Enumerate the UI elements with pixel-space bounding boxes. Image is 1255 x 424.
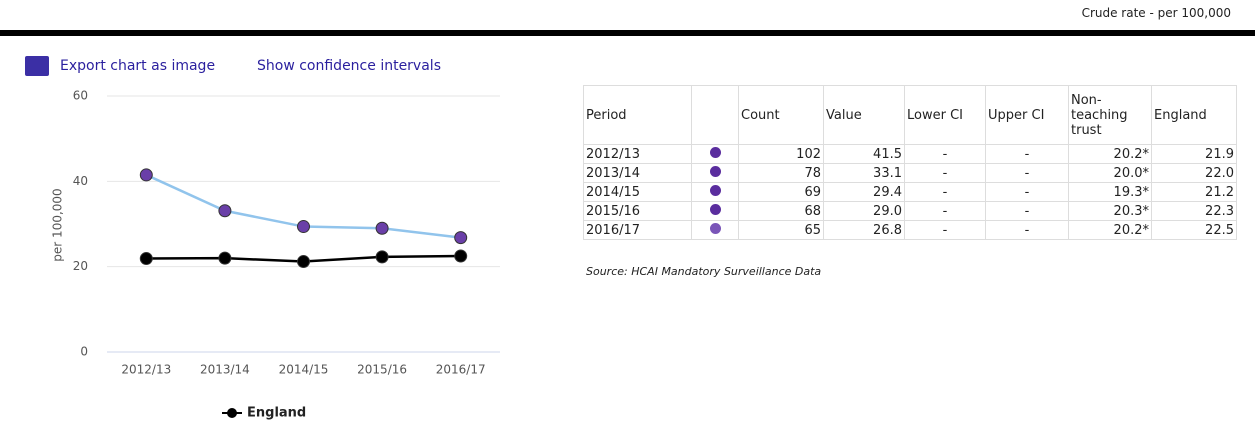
column-header: Period <box>583 85 692 145</box>
x-tick-label: 2015/16 <box>357 363 407 377</box>
data-point <box>218 251 232 265</box>
ci-link[interactable]: Show confidence intervals <box>257 58 441 74</box>
table-cell: 2012/13 <box>583 144 692 164</box>
table-cell: - <box>985 144 1069 164</box>
chart: 0 20 40 60 per 100,000 2012/13 2013/14 2014/15 2… <box>51 89 500 421</box>
legend-label: England <box>247 406 306 421</box>
table-cell: 2015/16 <box>583 201 692 221</box>
source: Source: HCAI Mandatory Surveillance Data <box>586 265 822 278</box>
table-row: 2013/14 78 33.1- -20.0* 22.0 <box>583 163 1237 183</box>
table-cell: 20.2* <box>1068 220 1152 240</box>
x-tick-label: 2014/15 <box>279 363 329 377</box>
y-tick-label: 0 <box>80 345 88 359</box>
data-point <box>218 204 232 218</box>
data-point <box>375 250 389 264</box>
table-cell: 19.3* <box>1068 182 1152 202</box>
marker-cell <box>691 201 739 221</box>
table-cell: 2014/15 <box>583 182 692 202</box>
marker-cell <box>691 182 739 202</box>
row-marker <box>709 165 721 177</box>
table-row: 2015/16 68 29.0- -20.3* 22.3 <box>583 201 1237 221</box>
data-table: Period Count Value Lower CI Upper CI Non-teac… <box>583 85 1237 240</box>
table-cell: 69 <box>738 182 824 202</box>
header-row: Period Count Value Lower CI Upper CI Non-teac… <box>583 85 1237 145</box>
column-header: Value <box>823 85 905 145</box>
table-cell: - <box>904 144 986 164</box>
table-cell: 20.0* <box>1068 163 1152 183</box>
table-cell: 21.2 <box>1151 182 1237 202</box>
row-marker <box>709 222 721 234</box>
table-cell: - <box>985 201 1069 221</box>
legend-marker <box>227 408 237 418</box>
table-cell: - <box>904 220 986 240</box>
column-header: England <box>1151 85 1237 145</box>
table-cell: 78 <box>738 163 824 183</box>
y-tick-label: 40 <box>73 174 88 188</box>
table-cell: - <box>904 201 986 221</box>
table-cell: 2013/14 <box>583 163 692 183</box>
table-cell: - <box>904 163 986 183</box>
table-cell: 22.0 <box>1151 163 1237 183</box>
table-row: 2012/13 102 41.5- -20.2* 21.9 <box>583 144 1237 164</box>
marker-header <box>691 85 739 145</box>
y-tick-label: 60 <box>73 89 88 103</box>
data-point <box>454 249 468 263</box>
column-header: Upper CI <box>985 85 1069 145</box>
data-point <box>454 231 468 245</box>
row-marker <box>709 184 721 196</box>
table-cell: 2016/17 <box>583 220 692 240</box>
image-icon[interactable] <box>25 56 49 76</box>
table-cell: 41.5 <box>823 144 905 164</box>
table-cell: 29.4 <box>823 182 905 202</box>
column-header: Count <box>738 85 824 145</box>
table-cell: 33.1 <box>823 163 905 183</box>
export-link[interactable]: Export chart as image <box>60 58 216 74</box>
data-point <box>139 252 153 266</box>
table-cell: 22.5 <box>1151 220 1237 240</box>
table-row: 2016/17 65 26.8- -20.2* 22.5 <box>583 220 1237 240</box>
data-point <box>297 220 310 234</box>
column-header: Non-teaching trust <box>1068 85 1152 145</box>
table-cell: - <box>985 163 1069 183</box>
table-cell: 20.3* <box>1068 201 1152 221</box>
data-point <box>375 221 389 235</box>
row-marker <box>709 146 721 158</box>
table-cell: 20.2* <box>1068 144 1152 164</box>
unit-note: Crude rate - per 100,000 <box>1081 6 1231 20</box>
table-cell: 102 <box>738 144 824 164</box>
x-tick-label: 2016/17 <box>436 363 486 377</box>
table-cell: - <box>985 220 1069 240</box>
x-tick-label: 2013/14 <box>200 363 250 377</box>
y-tick-label: 20 <box>73 259 88 273</box>
table-cell: - <box>985 182 1069 202</box>
marker-cell <box>691 163 739 183</box>
y-axis-label: per 100,000 <box>51 188 65 261</box>
table-cell: 22.3 <box>1151 201 1237 221</box>
data-point <box>139 168 153 182</box>
table-cell: 26.8 <box>823 220 905 240</box>
table-cell: 65 <box>738 220 824 240</box>
marker-cell <box>691 220 739 240</box>
table-cell: 21.9 <box>1151 144 1237 164</box>
table-cell: 29.0 <box>823 201 905 221</box>
table-cell: 68 <box>738 201 824 221</box>
table-row: 2014/15 69 29.4- -19.3* 21.2 <box>583 182 1237 202</box>
x-tick-label: 2012/13 <box>121 363 171 377</box>
data-point <box>297 255 310 269</box>
marker-cell <box>691 144 739 164</box>
table-cell: - <box>904 182 986 202</box>
column-header: Lower CI <box>904 85 986 145</box>
row-marker <box>709 203 721 215</box>
divider <box>0 30 1255 36</box>
